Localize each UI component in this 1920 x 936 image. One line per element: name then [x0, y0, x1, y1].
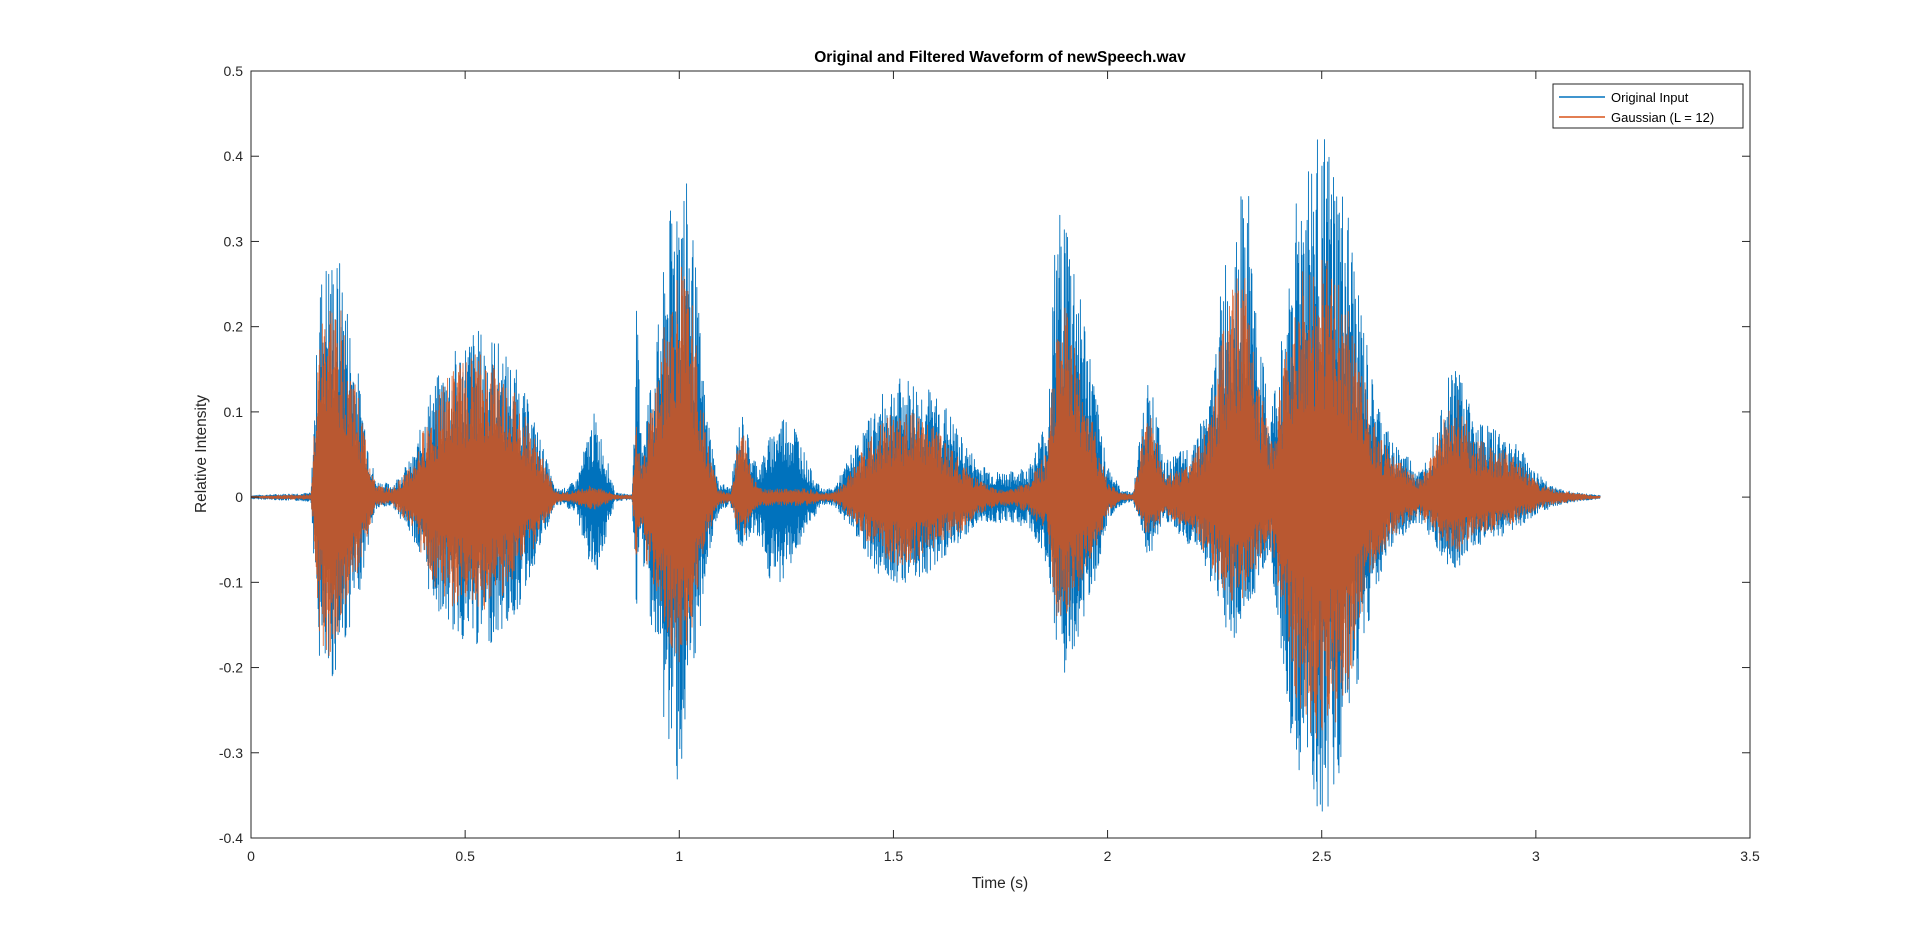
x-tick-label: 1.5: [884, 848, 904, 864]
y-tick-label: 0.4: [224, 148, 244, 164]
x-tick-label: 3: [1532, 848, 1540, 864]
y-tick-label: -0.3: [219, 745, 243, 761]
x-tick-label: 0: [247, 848, 255, 864]
chart-title: Original and Filtered Waveform of newSpe…: [814, 49, 1186, 66]
x-tick-label: 1: [675, 848, 683, 864]
y-tick-label: 0.3: [224, 233, 244, 249]
y-tick-label: 0.1: [224, 404, 244, 420]
x-tick-label: 2.5: [1312, 848, 1332, 864]
x-tick-label: 0.5: [455, 848, 475, 864]
series-gaussian-line: [250, 259, 1601, 739]
y-tick-label: -0.2: [219, 660, 243, 676]
y-tick-label: 0.2: [224, 319, 244, 335]
x-tick-label: 3.5: [1740, 848, 1760, 864]
x-tick-label: 2: [1104, 848, 1112, 864]
series-layer: [250, 139, 1601, 812]
x-axis-label: Time (s): [972, 875, 1028, 892]
x-axis-ticks: 0 0.5 1 1.5 2 2.5 3 3.5: [247, 71, 1760, 864]
axes-box: [250, 70, 1751, 839]
legend-box: [1552, 83, 1744, 129]
legend: Original Input Gaussian (L = 12): [1552, 83, 1744, 129]
y-tick-label: -0.1: [219, 574, 243, 590]
y-tick-label: -0.4: [219, 830, 243, 846]
y-axis-ticks: 0.5 0.4 0.3 0.2 0.1 0 -0.1 -0.2 -0.3 -0.4: [219, 63, 1750, 846]
legend-label-gaussian: Gaussian (L = 12): [1611, 110, 1714, 125]
legend-label-original-input: Original Input: [1611, 90, 1689, 105]
y-tick-label: 0: [235, 489, 243, 505]
y-tick-label: 0.5: [224, 63, 244, 79]
y-axis-label: Relative Intensity: [193, 395, 210, 513]
